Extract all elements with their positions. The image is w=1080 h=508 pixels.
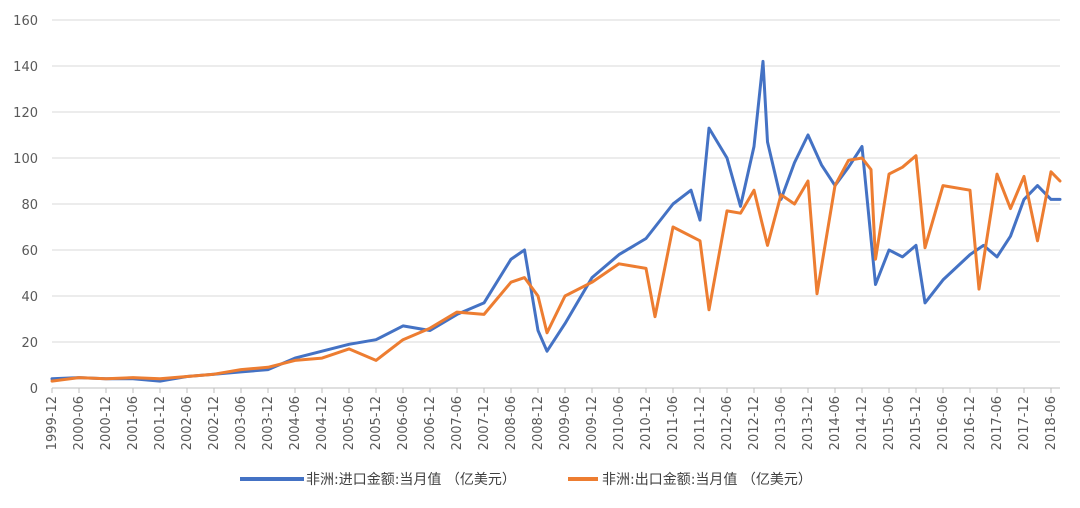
x-tick-label: 2001-06 bbox=[126, 396, 141, 450]
x-tick-label: 2001-12 bbox=[153, 396, 168, 450]
x-tick-label: 1999-12 bbox=[45, 396, 60, 450]
y-tick-label: 140 bbox=[13, 60, 38, 75]
series-line-import[interactable] bbox=[50, 59, 1062, 383]
x-axis: 1999-12 2000-06 2000-12 2001-06 2001-12 2002-… bbox=[45, 388, 1059, 450]
x-tick-label: 2016-06 bbox=[936, 396, 951, 450]
y-tick-label: 100 bbox=[13, 152, 38, 167]
legend-item-export[interactable]: 非洲:出口金额:当月值 （亿美元） bbox=[568, 472, 812, 488]
gridlines bbox=[52, 19, 1060, 389]
x-tick-label: 2007-12 bbox=[477, 396, 492, 450]
legend-item-import[interactable]: 非洲:进口金额:当月值 （亿美元） bbox=[240, 472, 516, 488]
y-tick-label: 80 bbox=[21, 198, 38, 213]
x-tick-label: 2014-12 bbox=[855, 396, 870, 450]
x-tick-label: 2013-12 bbox=[801, 396, 816, 450]
x-tick-label: 2002-12 bbox=[207, 396, 222, 450]
y-tick-label: 0 bbox=[30, 382, 38, 397]
x-tick-label: 2000-12 bbox=[99, 396, 114, 450]
x-tick-label: 2011-12 bbox=[693, 396, 708, 450]
x-tick-label: 2007-06 bbox=[450, 396, 465, 450]
x-tick-label: 2000-06 bbox=[72, 396, 87, 450]
x-tick-label: 2005-06 bbox=[342, 396, 357, 450]
y-tick-label: 120 bbox=[13, 106, 38, 121]
x-tick-label: 2002-06 bbox=[180, 396, 195, 450]
x-tick-label: 2009-12 bbox=[585, 396, 600, 450]
x-tick-label: 2006-06 bbox=[396, 396, 411, 450]
x-tick-label: 2004-12 bbox=[315, 396, 330, 450]
x-tick-label: 2010-06 bbox=[612, 396, 627, 450]
x-tick-label: 2009-06 bbox=[558, 396, 573, 450]
legend: 非洲:进口金额:当月值 （亿美元） 非洲:出口金额:当月值 （亿美元） bbox=[240, 472, 812, 488]
x-tick-label: 2012-12 bbox=[747, 396, 762, 450]
x-tick-label: 2003-12 bbox=[261, 396, 276, 450]
x-tick-label: 2016-12 bbox=[963, 396, 978, 450]
x-tick-label: 2004-06 bbox=[288, 396, 303, 450]
y-tick-label: 20 bbox=[21, 336, 38, 351]
x-tick-label: 2018-06 bbox=[1044, 396, 1059, 450]
y-tick-label: 40 bbox=[21, 290, 38, 305]
legend-label-import: 非洲:进口金额:当月值 （亿美元） bbox=[306, 472, 516, 488]
x-tick-label: 2008-12 bbox=[531, 396, 546, 450]
y-axis: 0 20 40 60 80 100 120 140 160 bbox=[13, 14, 38, 397]
x-tick-label: 2015-12 bbox=[909, 396, 924, 450]
series-lines bbox=[50, 59, 1062, 383]
x-tick-label: 2008-06 bbox=[504, 396, 519, 450]
x-tick-label: 2014-06 bbox=[828, 396, 843, 450]
x-tick-label: 2003-06 bbox=[234, 396, 249, 450]
x-tick-label: 2012-06 bbox=[720, 396, 735, 450]
x-tick-label: 2010-12 bbox=[639, 396, 654, 450]
legend-label-export: 非洲:出口金额:当月值 （亿美元） bbox=[602, 472, 812, 488]
x-tick-label: 2006-12 bbox=[423, 396, 438, 450]
x-tick-label: 2015-06 bbox=[882, 396, 897, 450]
x-tick-label: 2011-06 bbox=[666, 396, 681, 450]
x-tick-label: 2005-12 bbox=[369, 396, 384, 450]
x-tick-label: 2017-12 bbox=[1017, 396, 1032, 450]
y-tick-label: 60 bbox=[21, 244, 38, 259]
series-line-export[interactable] bbox=[50, 154, 1062, 383]
x-tick-label: 2017-06 bbox=[990, 396, 1005, 450]
y-tick-label: 160 bbox=[13, 14, 38, 29]
x-tick-label: 2013-06 bbox=[774, 396, 789, 450]
